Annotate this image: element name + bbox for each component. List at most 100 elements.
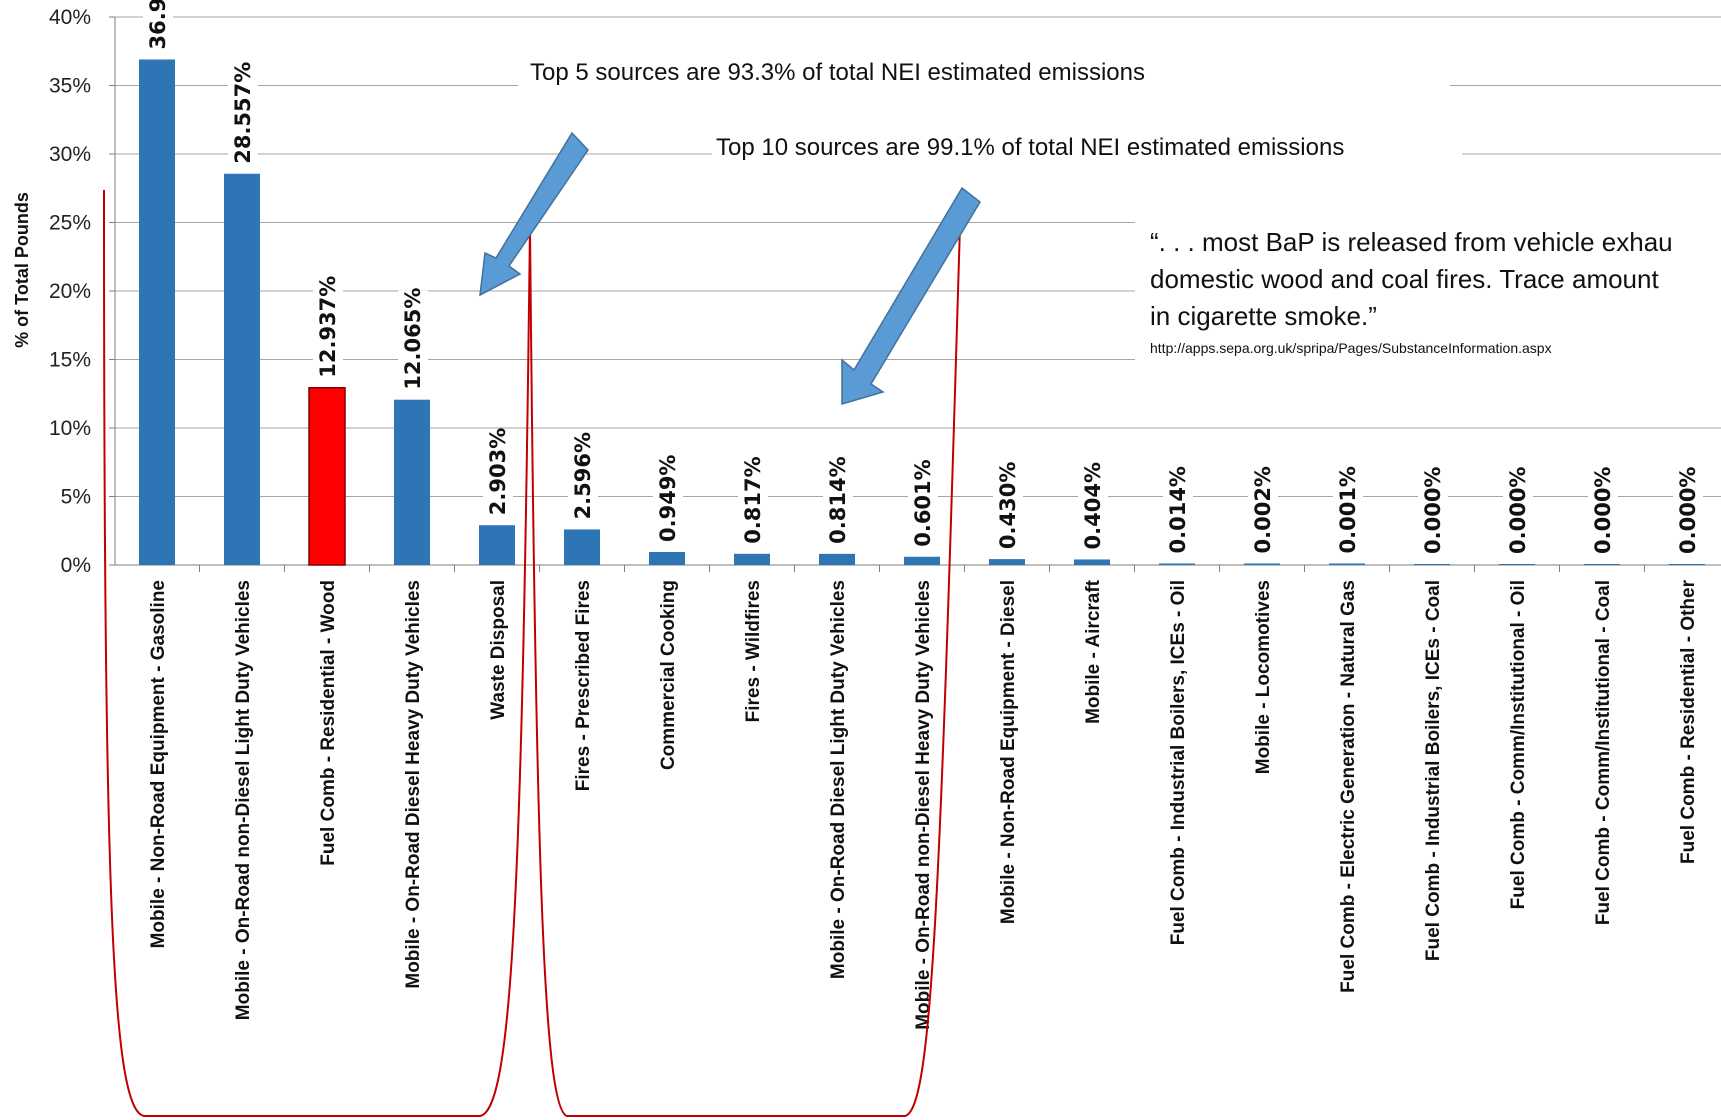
data-label-16: 0.000% (1421, 467, 1445, 554)
category-label-2: Mobile - On-Road non-Diesel Light Duty V… (233, 580, 254, 1020)
y-tick-label: 15% (49, 349, 91, 372)
data-label-bg (1418, 468, 1448, 554)
bar-1 (139, 59, 175, 565)
data-label-bg (738, 457, 768, 544)
data-label-bg (1248, 467, 1278, 554)
category-label-8: Fires - Wildfires (743, 580, 764, 722)
y-tick-label: 10% (49, 417, 91, 440)
data-label-bg (1163, 467, 1193, 554)
category-label-16: Fuel Comb - Industrial Boilers, ICEs - C… (1423, 580, 1444, 961)
source-url: http://apps.sepa.org.uk/spripa/Pages/Sub… (1150, 340, 1552, 356)
quote-line-2: domestic wood and coal fires. Trace amou… (1150, 264, 1659, 294)
data-label-19: 0.000% (1676, 467, 1700, 554)
bar-6 (564, 529, 600, 565)
top5-annotation: Top 5 sources are 93.3% of total NEI est… (530, 59, 1145, 86)
top10-bracket (529, 224, 961, 1117)
category-label-14: Mobile - Locomotives (1253, 580, 1274, 774)
bar-8 (734, 553, 770, 565)
data-label-bg (908, 460, 938, 547)
data-label-bg (143, 0, 173, 50)
top5-arrow (479, 131, 589, 297)
y-tick-label: 30% (49, 143, 91, 166)
bar-3 (308, 387, 346, 566)
category-label-3: Fuel Comb - Residential - Wood (318, 580, 339, 866)
bar-17 (1499, 564, 1535, 565)
data-label-bg (1503, 468, 1533, 554)
category-label-13: Fuel Comb - Industrial Boilers, ICEs - O… (1168, 580, 1189, 945)
bar-13 (1159, 563, 1195, 565)
top5-bracket (103, 189, 531, 1117)
data-label-1: 36.9 (146, 0, 170, 49)
quote-bg (1135, 218, 1721, 360)
category-label-17: Fuel Comb - Comm/Institutional - Oil (1508, 580, 1529, 909)
data-label-bg (483, 429, 513, 516)
data-label-bg (653, 455, 683, 542)
data-label-2: 28.557% (231, 62, 255, 164)
data-label-bg (993, 463, 1023, 550)
quote-line-3: in cigarette smoke.” (1150, 301, 1377, 331)
data-label-12: 0.404% (1081, 462, 1105, 549)
data-label-10: 0.601% (911, 459, 935, 546)
bar-18 (1584, 564, 1620, 565)
y-tick-label: 0% (61, 554, 91, 577)
data-label-bg (1078, 463, 1108, 550)
category-label-11: Mobile - Non-Road Equipment - Diesel (998, 580, 1019, 924)
data-label-bg (398, 290, 428, 390)
category-label-5: Waste Disposal (488, 580, 509, 720)
top10-arrow (841, 186, 981, 406)
data-label-bg (1588, 468, 1618, 554)
category-label-6: Fires - Prescribed Fires (573, 580, 594, 791)
data-labels: 36.9 28.557% 12.937% 12.065% 2.903% 2.596% 0.9… (143, 0, 1703, 554)
top10-annotation-bg (712, 132, 1462, 164)
y-tick-label: 40% (49, 6, 91, 29)
category-label-7: Commercial Cooking (658, 580, 679, 770)
data-label-13: 0.014% (1166, 466, 1190, 553)
y-tick-label: 35% (49, 75, 91, 98)
data-label-3: 12.937% (316, 276, 340, 378)
data-label-9: 0.814% (826, 456, 850, 543)
top10-annotation: Top 10 sources are 99.1% of total NEI es… (716, 134, 1344, 161)
bar-9 (819, 553, 855, 565)
bar-16 (1414, 564, 1450, 565)
data-label-bg (568, 433, 598, 520)
bars (139, 59, 1705, 566)
category-label-15: Fuel Comb - Electric Generation - Natura… (1338, 580, 1359, 993)
bar-10 (904, 556, 940, 565)
data-label-5: 2.903% (486, 428, 510, 515)
y-axis-ticks: 0% 5% 10% 15% 20% 25% 30% 35% 40% (49, 6, 91, 577)
data-label-bg (823, 457, 853, 544)
data-label-18: 0.000% (1591, 467, 1615, 554)
data-label-17: 0.000% (1506, 467, 1530, 554)
bar-12 (1074, 559, 1110, 565)
data-label-bg (313, 278, 343, 378)
y-tick-label: 25% (49, 212, 91, 235)
category-label-19: Fuel Comb - Residential - Other (1678, 579, 1699, 864)
bar-15 (1329, 563, 1365, 565)
data-label-bg (228, 64, 258, 164)
category-label-12: Mobile - Aircraft (1083, 579, 1104, 724)
data-label-11: 0.430% (996, 462, 1020, 549)
category-labels: Mobile - Non-Road Equipment - Gasoline Mo… (148, 579, 1699, 1029)
data-label-6: 2.596% (571, 432, 595, 519)
bar-4 (394, 399, 430, 565)
bar-19 (1669, 564, 1705, 565)
category-label-4: Mobile - On-Road Diesel Heavy Duty Vehic… (403, 580, 424, 989)
y-tick-label: 20% (49, 280, 91, 303)
quote-line-1: “. . . most BaP is released from vehicle… (1150, 227, 1673, 257)
category-label-18: Fuel Comb - Comm/Institutional - Coal (1593, 580, 1614, 925)
y-axis-title: % of Total Pounds (12, 192, 32, 348)
data-label-8: 0.817% (741, 456, 765, 543)
category-label-10: Mobile - On-Road non-Diesel Heavy Duty V… (913, 580, 934, 1030)
data-label-14: 0.002% (1251, 466, 1275, 553)
bar-11 (989, 559, 1025, 565)
category-label-9: Mobile - On-Road Diesel Light Duty Vehic… (828, 580, 849, 979)
data-label-15: 0.001% (1336, 466, 1360, 553)
category-label-1: Mobile - Non-Road Equipment - Gasoline (148, 580, 169, 948)
top5-annotation-bg (518, 56, 1450, 90)
data-label-7: 0.949% (656, 455, 680, 542)
data-label-4: 12.065% (401, 288, 425, 390)
bar-5 (479, 525, 515, 565)
data-label-bg (1333, 467, 1363, 554)
bar-2 (224, 173, 260, 565)
